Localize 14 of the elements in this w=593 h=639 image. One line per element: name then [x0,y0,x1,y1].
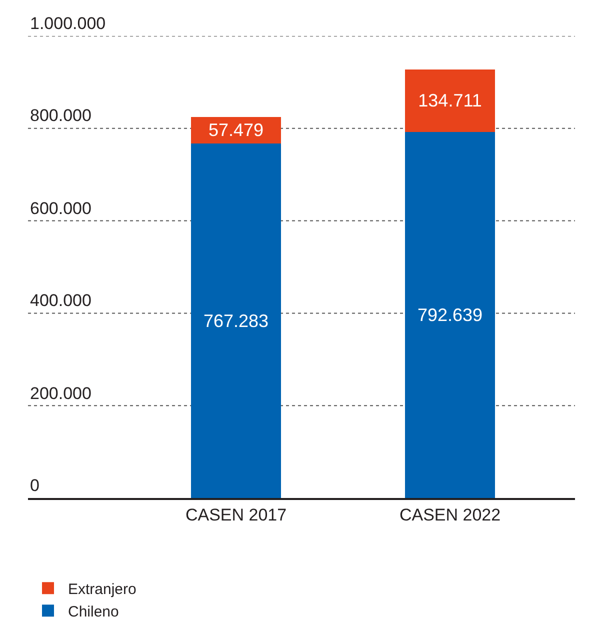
legend-label: Chileno [68,604,119,621]
legend-label: Extranjero [68,581,136,598]
y-tick-label: 0 [30,476,40,495]
data-label: 57.479 [208,120,264,140]
data-label: 792.639 [417,304,483,325]
y-tick-label: 200.000 [30,384,92,403]
data-label: 134.711 [418,90,482,111]
x-tick-label: CASEN 2017 [185,505,287,524]
y-tick-label: 1.000.000 [30,14,106,33]
x-tick-label: CASEN 2022 [399,505,501,524]
y-tick-label: 400.000 [30,291,92,310]
data-label: 767.283 [203,310,269,331]
y-tick-label: 800.000 [30,106,92,125]
y-tick-label: 600.000 [30,199,92,218]
